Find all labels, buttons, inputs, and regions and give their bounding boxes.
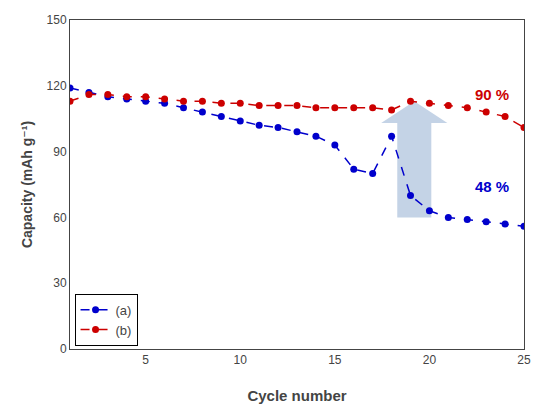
- svg-text:90: 90: [53, 145, 67, 159]
- svg-text:10: 10: [234, 353, 248, 367]
- svg-text:0: 0: [60, 342, 67, 356]
- svg-text:(a): (a): [116, 303, 132, 318]
- svg-text:15: 15: [328, 353, 342, 367]
- svg-text:90 %: 90 %: [475, 86, 509, 103]
- svg-text:120: 120: [47, 79, 67, 93]
- svg-text:Capacity (mAh g⁻¹): Capacity (mAh g⁻¹): [19, 121, 35, 248]
- svg-text:48 %: 48 %: [475, 178, 509, 195]
- svg-text:Cycle number: Cycle number: [247, 387, 346, 404]
- svg-text:20: 20: [423, 353, 437, 367]
- svg-text:30: 30: [53, 276, 67, 290]
- svg-text:5: 5: [142, 353, 149, 367]
- svg-text:25: 25: [517, 353, 531, 367]
- svg-text:150: 150: [47, 13, 67, 27]
- svg-text:(b): (b): [116, 323, 132, 338]
- svg-text:60: 60: [53, 211, 67, 225]
